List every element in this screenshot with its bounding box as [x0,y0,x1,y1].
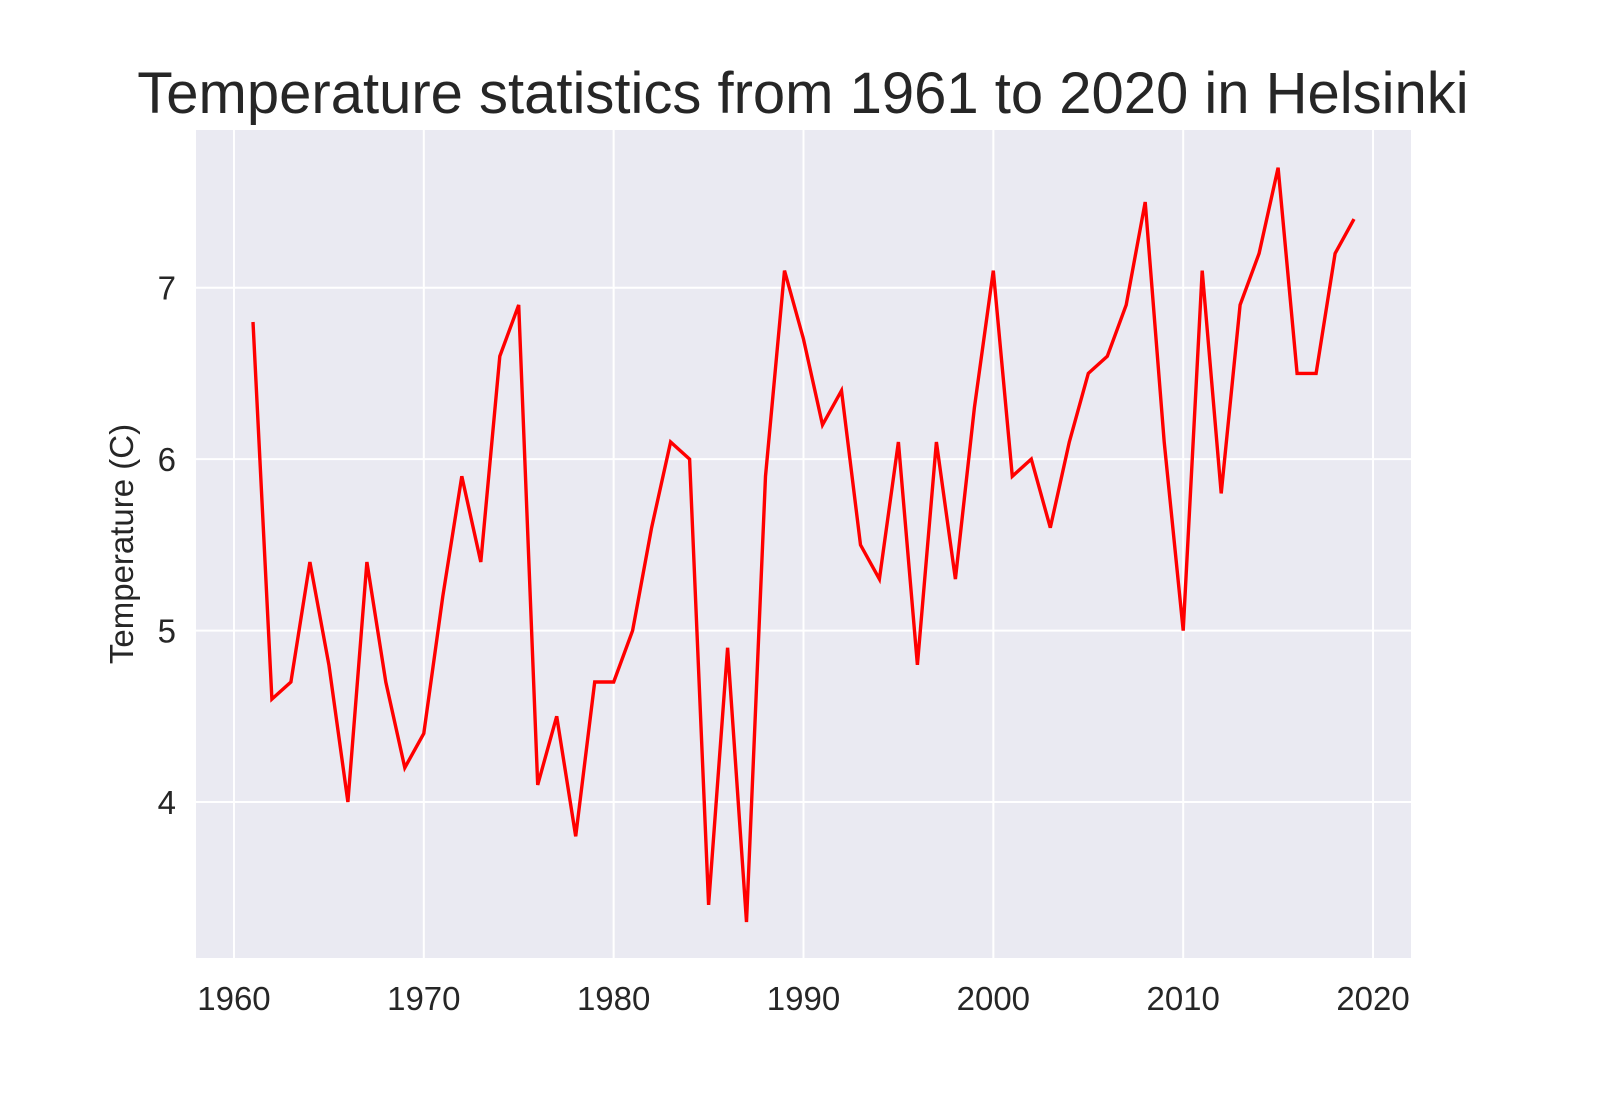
x-tick-label: 2000 [957,980,1030,1017]
y-tick-label: 7 [158,270,176,307]
x-tick-label: 1960 [197,980,270,1017]
x-tick-label: 1990 [767,980,840,1017]
y-tick-label: 6 [158,441,176,478]
x-tick-label: 1980 [577,980,650,1017]
y-tick-label: 5 [158,613,176,650]
x-tick-label: 1970 [387,980,460,1017]
temperature-line [251,167,1356,923]
x-axis-ticks: 1960 1970 1980 1990 2000 2010 2020 [197,980,1409,1017]
x-tick-label: 2010 [1146,980,1219,1017]
y-axis-ticks: 4 5 6 7 [158,270,176,821]
series-layer [251,167,1356,923]
y-axis-label: Temperature (C) [103,424,140,664]
y-tick-label: 4 [158,784,176,821]
x-tick-label: 2020 [1336,980,1409,1017]
chart-title: Temperature statistics from 1961 to 2020… [137,61,1468,126]
grid-lines [196,130,1411,958]
